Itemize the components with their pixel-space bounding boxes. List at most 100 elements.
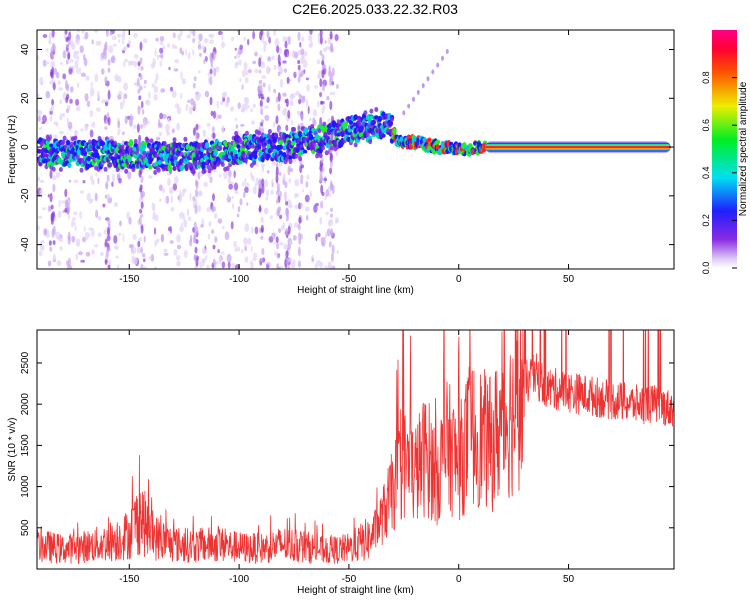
figure-title: C2E6.2025.033.22.32.R03 [292, 1, 458, 17]
noise-speckle [176, 234, 181, 243]
noise-speckle [204, 90, 210, 98]
noise-speckle [70, 86, 74, 93]
noise-streak [194, 204, 198, 215]
ridge-mark [51, 147, 56, 154]
noise-speckle [173, 249, 178, 256]
snr-y-tick-label: 2000 [20, 393, 31, 416]
noise-speckle [308, 34, 313, 42]
noise-speckle [38, 127, 43, 131]
noise-speckle [143, 85, 147, 89]
noise-speckle [59, 130, 64, 135]
ridge-halo [218, 145, 223, 151]
noise-streak [259, 257, 263, 262]
noise-speckle [273, 30, 277, 37]
noise-speckle [221, 261, 226, 269]
noise-speckle [227, 193, 230, 199]
ridge-mark [290, 141, 296, 146]
noise-speckle [319, 261, 324, 269]
ridge-halo [369, 108, 374, 114]
noise-speckle [101, 52, 105, 59]
noise-speckle [201, 45, 205, 51]
ridge-halo [62, 135, 67, 141]
noise-speckle [142, 258, 146, 263]
noise-streak [67, 204, 71, 214]
noise-streak [211, 206, 215, 213]
noise-speckle [100, 251, 104, 257]
ridge-mark [86, 155, 91, 162]
noise-speckle [111, 173, 116, 182]
ridge-mark [392, 128, 397, 135]
noise-speckle [174, 103, 180, 109]
noise-speckle [96, 107, 101, 112]
ridge-mark [128, 139, 134, 147]
noise-speckle [304, 194, 310, 203]
ridge-halo [363, 110, 368, 116]
noise-streak [330, 207, 333, 212]
noise-speckle [57, 80, 61, 86]
ridge-halo [87, 139, 92, 145]
noise-streak [107, 89, 111, 100]
noise-streak [319, 50, 323, 56]
noise-speckle [215, 66, 220, 73]
noise-speckle [180, 222, 183, 227]
noise-speckle [234, 47, 237, 51]
noise-speckle [122, 30, 126, 37]
noise-streak [298, 98, 302, 105]
noise-speckle [91, 228, 95, 238]
noise-speckle [58, 87, 64, 91]
noise-speckle [37, 93, 40, 97]
ridge-mark [253, 153, 258, 160]
noise-speckle [89, 87, 95, 97]
noise-speckle [80, 128, 84, 132]
noise-streak [107, 59, 111, 66]
noise-speckle [244, 76, 249, 84]
noise-speckle [103, 229, 107, 235]
noise-speckle [91, 249, 95, 255]
noise-speckle [142, 253, 146, 258]
noise-speckle [118, 39, 121, 43]
noise-speckle [53, 134, 58, 140]
noise-streak [211, 126, 215, 133]
noise-speckle [37, 225, 40, 231]
noise-speckle [294, 204, 299, 209]
noise-speckle [138, 237, 142, 242]
noise-speckle [217, 218, 223, 224]
ridge-halo [390, 116, 394, 122]
spectrogram-y-tick-label: 0 [20, 144, 31, 150]
ridge-mark [278, 139, 283, 146]
snr-frame [36, 329, 675, 570]
noise-speckle [305, 98, 309, 107]
noise-streak [297, 246, 301, 257]
noise-speckle [161, 233, 165, 243]
ridge-halo [79, 167, 84, 173]
noise-speckle [255, 162, 259, 167]
noise-speckle [171, 128, 175, 134]
noise-speckle [143, 235, 146, 243]
ridge-mark [377, 115, 383, 122]
noise-speckle [229, 106, 235, 112]
noise-speckle [113, 202, 119, 208]
noise-streak [297, 260, 301, 268]
noise-speckle [271, 232, 276, 240]
ridge-halo [220, 162, 225, 167]
noise-speckle [309, 190, 313, 198]
noise-speckle [259, 69, 262, 74]
noise-speckle [45, 233, 51, 238]
noise-speckle [97, 90, 100, 99]
noise-streak [107, 116, 111, 126]
noise-speckle [305, 215, 309, 221]
noise-speckle [80, 72, 86, 78]
noise-streak [193, 236, 196, 244]
noise-streak [105, 184, 109, 190]
noise-speckle [80, 190, 85, 194]
noise-streak [104, 126, 108, 131]
noise-streak [192, 196, 196, 202]
noise-speckle [241, 84, 244, 90]
ridge-halo [154, 153, 159, 159]
noise-speckle [232, 202, 235, 210]
noise-speckle [240, 108, 245, 113]
noise-speckle [113, 235, 118, 244]
noise-speckle [37, 55, 40, 60]
noise-speckle [160, 88, 166, 93]
ridge-mark [346, 136, 351, 143]
